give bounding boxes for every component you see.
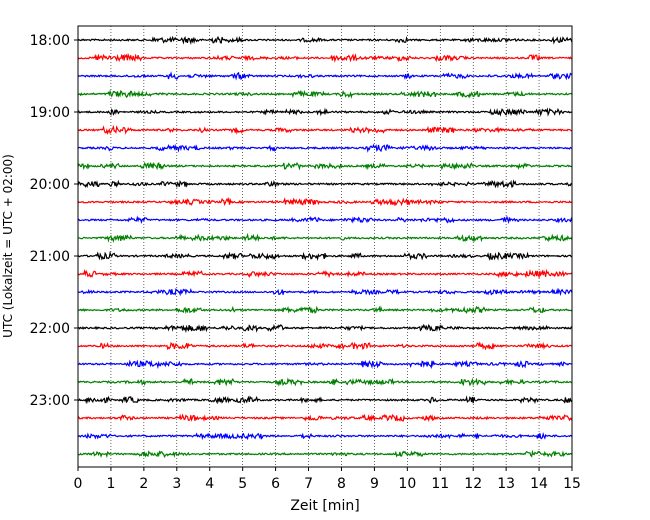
trace-line (77, 107, 573, 117)
trace-line (77, 268, 573, 279)
trace-line (77, 124, 573, 136)
x-tick-label: 15 (563, 476, 581, 492)
y-tick-label: 19:00 (30, 105, 70, 121)
x-tick-label: 6 (271, 476, 280, 492)
x-tick-label: 4 (205, 476, 214, 492)
trace-line (77, 449, 573, 459)
y-axis-label: UTC (Lokalzeit = UTC + 02:00) (1, 154, 15, 338)
trace-line (77, 250, 572, 262)
trace-line (77, 232, 573, 243)
y-tick-label: 21:00 (30, 249, 70, 265)
x-axis-label: Zeit [min] (290, 498, 359, 514)
trace-line (77, 431, 573, 441)
x-tick-label: 1 (106, 476, 115, 492)
y-tick-label: 20:00 (30, 177, 70, 193)
trace-line (77, 377, 573, 387)
x-tick-label: 10 (398, 476, 416, 492)
trace-line (77, 161, 573, 171)
seismic-traces (77, 35, 573, 459)
y-tick-label: 23:00 (30, 393, 70, 409)
trace-line (77, 215, 573, 225)
trace-line (77, 196, 573, 207)
x-tick-label: 12 (464, 476, 482, 492)
trace-line (77, 71, 573, 81)
trace-line (77, 179, 573, 189)
trace-line (77, 413, 573, 423)
x-tick-label: 13 (497, 476, 515, 492)
x-tick-label: 7 (304, 476, 313, 492)
trace-line (77, 395, 573, 405)
trace-line (77, 341, 573, 351)
y-tick-label: 18:00 (30, 33, 70, 49)
trace-line (77, 35, 573, 46)
plot-frame (77, 25, 573, 468)
x-axis-ticks: 0 1 2 3 4 5 6 7 8 9 10 11 12 13 14 15 (74, 467, 581, 492)
x-tick-label: 14 (530, 476, 548, 492)
trace-line (77, 143, 573, 153)
x-tick-label: 9 (370, 476, 379, 492)
x-tick-label: 8 (337, 476, 346, 492)
plot-background (78, 26, 572, 467)
x-tick-label: 0 (74, 476, 83, 492)
trace-line (77, 52, 573, 63)
x-tick-label: 5 (238, 476, 247, 492)
trace-line (77, 305, 573, 315)
trace-line (77, 89, 573, 99)
x-tick-label: 11 (431, 476, 449, 492)
y-axis-ticks: 18:00 19:00 20:00 21:00 22:00 23:00 (30, 33, 78, 409)
y-tick-label: 22:00 (30, 321, 70, 337)
x-tick-label: 2 (139, 476, 148, 492)
trace-line (77, 359, 573, 370)
trace-line (77, 287, 573, 297)
trace-line (77, 323, 573, 334)
x-tick-label: 3 (172, 476, 181, 492)
